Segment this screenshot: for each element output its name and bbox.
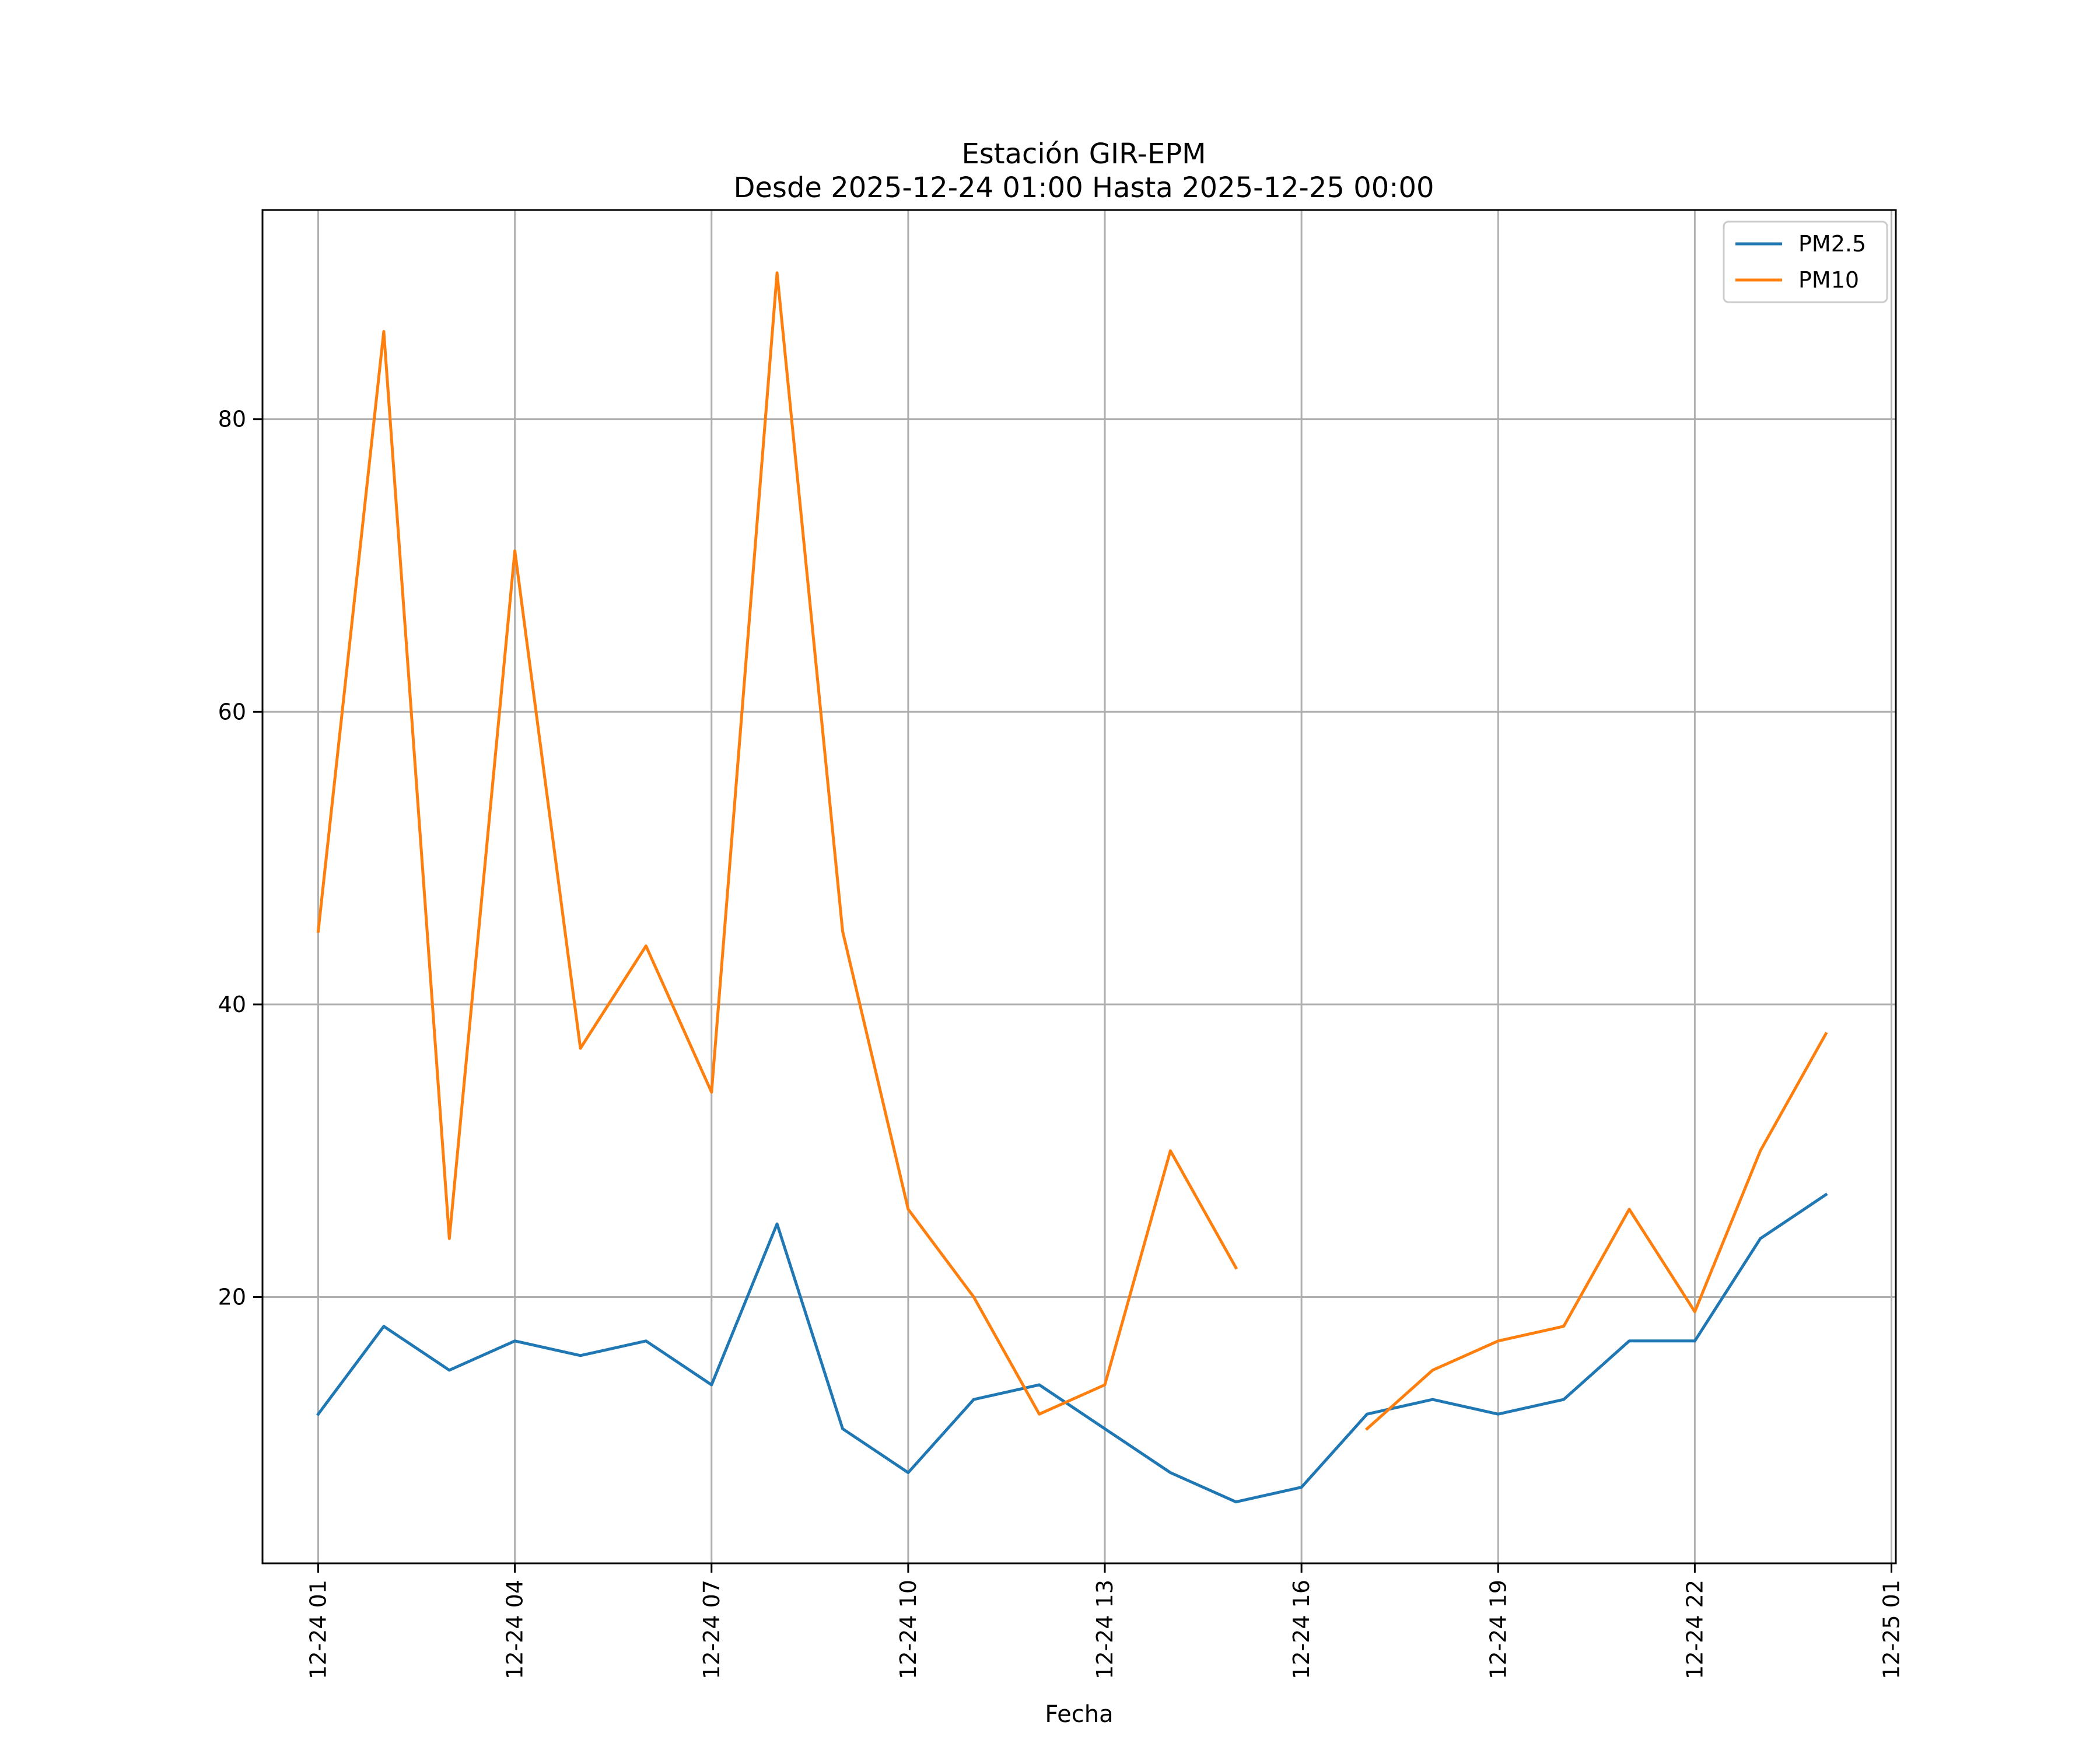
- y-tick-label: 60: [218, 699, 246, 724]
- y-tick-label: 80: [218, 407, 246, 432]
- y-tick-label: 40: [218, 992, 246, 1017]
- legend-entry-label: PM2.5: [1798, 231, 1866, 257]
- series-lines: [316, 271, 1828, 1504]
- y-tick-label: 20: [218, 1284, 246, 1310]
- series-line-segment: [316, 271, 1238, 1416]
- x-axis-label: Fecha: [1045, 1701, 1113, 1728]
- series-line-segment: [1364, 1031, 1828, 1431]
- axis-ticks: 12-24 01 12-24 04 12-24 07 12-24 10 12-24 13…: [218, 407, 1905, 1679]
- x-tick-label: 12-24 01: [306, 1580, 331, 1679]
- legend-box: [1723, 220, 1888, 303]
- series-pm10: [316, 271, 1828, 1431]
- chart-subtitle: Desde 2025-12-24 01:00 Hasta 2025-12-25 …: [733, 172, 1434, 204]
- chart-title: Estación GIR-EPM: [961, 138, 1206, 170]
- x-tick-label: 12-24 16: [1289, 1580, 1314, 1679]
- series-line-segment: [316, 1192, 1828, 1504]
- series-pm25: [316, 1192, 1828, 1504]
- x-tick-label: 12-24 10: [895, 1580, 921, 1679]
- x-tick-label: 12-24 22: [1682, 1580, 1707, 1679]
- legend-entry-label: PM10: [1798, 267, 1859, 293]
- grid-lines: [262, 210, 1896, 1563]
- x-tick-label: 12-24 07: [699, 1580, 724, 1679]
- x-tick-label: 12-24 19: [1485, 1580, 1511, 1679]
- x-tick-label: 12-24 04: [502, 1580, 528, 1679]
- plot-area-frame: [261, 209, 1897, 1564]
- x-tick-label: 12-24 13: [1092, 1580, 1118, 1679]
- legend: PM2.5 PM10: [1723, 220, 1888, 303]
- x-tick-label: 12-25 01: [1879, 1580, 1905, 1679]
